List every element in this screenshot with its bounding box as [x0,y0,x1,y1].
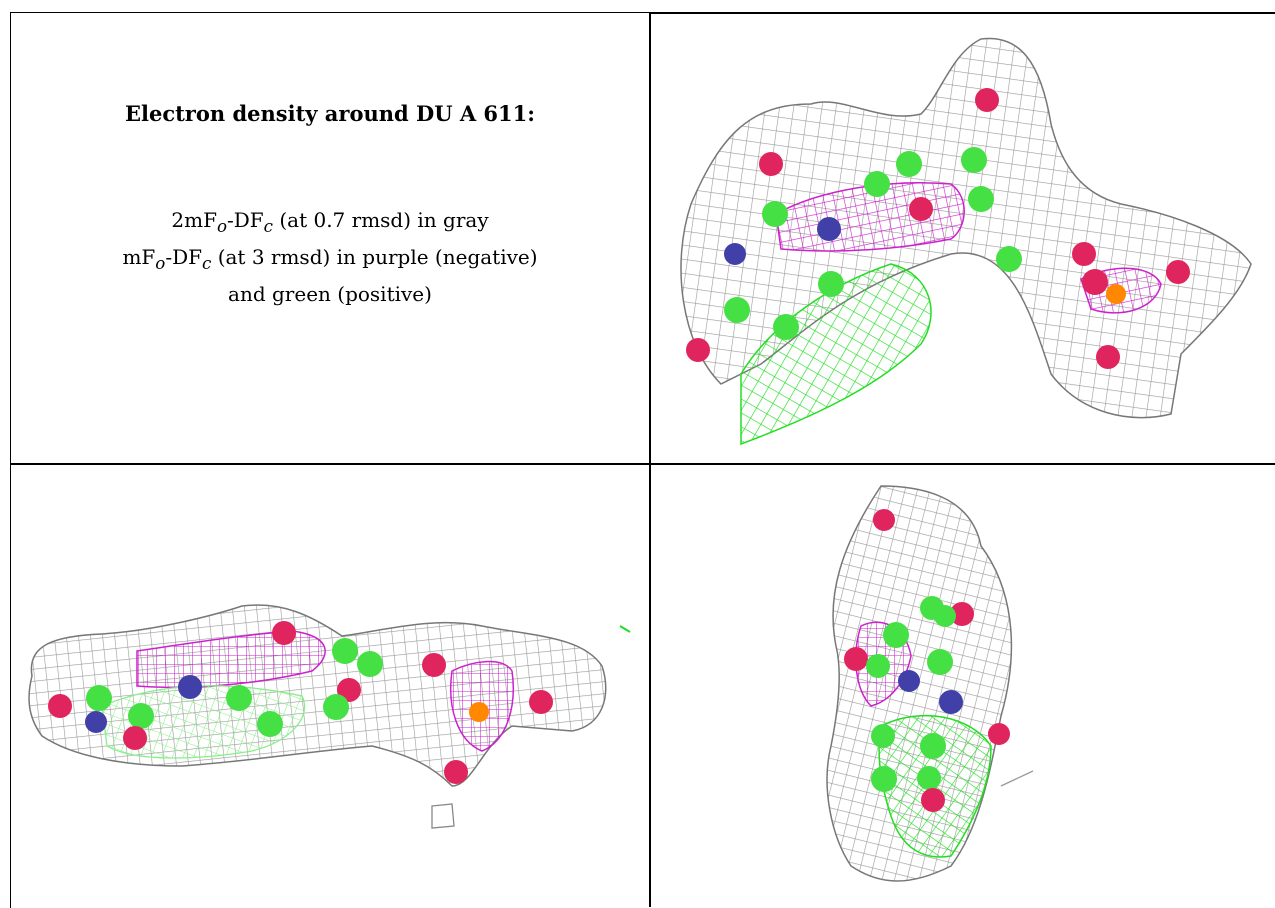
gray-fragment [431,803,455,829]
grid-line-horizontal [10,463,1275,465]
caption-title: Electron density around DU A 611: [124,101,536,126]
legend-line-purple: mFo-DFc (at 3 rmsd) in purple (negative) [122,245,538,273]
atoms [844,509,1010,812]
density-view-1-svg [680,37,1252,446]
density-view-2 [12,466,648,906]
grid-line-vertical [649,12,651,907]
green-density-mesh [740,263,932,446]
gray-fragment [1000,770,1034,787]
density-view-2-svg [28,604,631,829]
legend-line-green: and green (positive) [228,282,432,306]
caption-legend: 2mFo-DFc (at 0.7 rmsd) in gray mFo-DFc (… [11,205,649,309]
atoms [686,88,1190,369]
atoms [48,621,553,784]
legend-line-gray: 2mFo-DFc (at 0.7 rmsd) in gray [171,208,489,236]
gray-density-mesh [28,604,607,787]
green-fragment [619,625,631,633]
grid-line-top [649,12,1275,14]
density-view-3-svg [826,485,1034,882]
density-view-3 [651,466,1273,906]
density-view-1 [651,14,1273,462]
figure-grid [10,12,1273,908]
caption-cell: Electron density around DU A 611: 2mFo-D… [11,13,649,463]
